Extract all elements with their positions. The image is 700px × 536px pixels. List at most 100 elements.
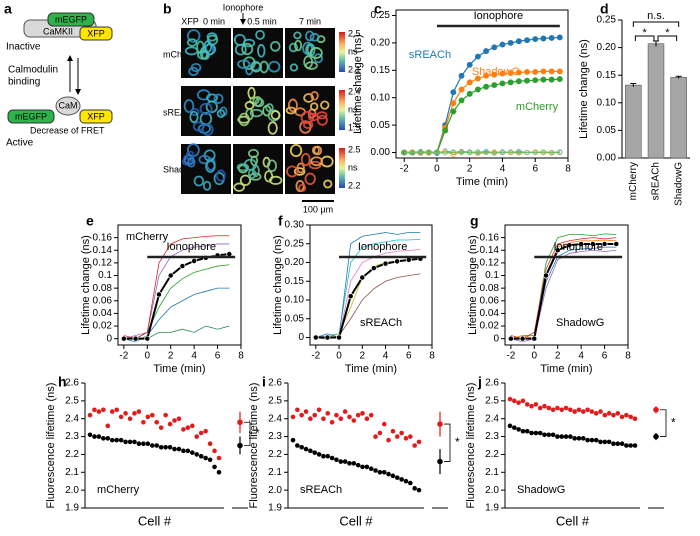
series-line [123,235,230,340]
cell-image [247,148,259,159]
data-point [127,416,133,422]
y-tick-label: 0.08 [93,283,113,294]
data-point [507,79,514,86]
data-point [156,291,162,298]
y-tick-label: 0.14 [93,245,113,256]
y-tick-label: 0.12 [93,258,113,269]
data-point [216,469,222,475]
y-tick-label: 0.05 [597,125,617,136]
y-tick-label: 0.02 [480,321,500,332]
y-tick-label: 2.1 [65,467,79,478]
data-point [628,414,633,420]
data-point [499,41,506,48]
data-point [474,75,481,82]
data-point [615,441,621,447]
data-point [585,407,590,413]
data-point [507,423,513,429]
state-label: Active [6,138,34,149]
data-point [403,436,409,441]
panel-label: i [262,374,266,390]
data-point [312,450,318,455]
data-point [550,432,556,438]
data-point [179,263,186,270]
acceptor-shape [79,109,113,124]
x-tick-label: -2 [311,351,320,362]
data-point [181,448,186,454]
y-tick-label: 0.02 [93,321,113,332]
y-tick-label: 2.5 [485,395,499,406]
calmodulin-label: CaM [58,100,77,110]
significance-label: n.s. [647,10,665,22]
cell-image [265,103,274,113]
data-point [483,72,490,79]
panel-label: c [374,1,382,17]
data-point [316,407,322,413]
data-point [555,405,560,411]
data-point [568,434,573,439]
data-point [324,334,331,341]
x-tick-label: 0 [145,351,151,362]
data-point [149,443,155,448]
data-point [185,448,191,454]
data-point [145,441,151,447]
y-tick-label: 0.10 [285,295,305,306]
data-point [203,455,208,461]
data-point [572,409,577,414]
data-point [593,437,599,443]
cell-image [255,29,265,40]
data-point [515,69,522,76]
data-point [303,446,309,452]
y-tick-label: 0.04 [480,308,500,319]
data-point [355,412,361,418]
y-tick-label: 0.12 [480,258,500,269]
significance-bracket [657,35,678,41]
data-point [163,412,168,418]
data-point [144,335,151,342]
y-tick-label: 0 [106,333,112,344]
y-axis-label: Fluorescence lifetime (ns) [45,383,57,509]
data-point [602,412,608,418]
cell-image [270,40,281,52]
y-tick-label: 0.04 [93,308,113,319]
data-point [399,430,404,436]
x-axis-label: Time (min) [540,363,592,375]
cell-image [298,183,307,192]
panel-label: j [477,374,482,390]
data-point [359,274,366,281]
panel-text: ShadowG [556,317,604,329]
y-tick-label: 0.05 [285,313,305,324]
data-point [550,407,556,413]
series-line [404,151,560,154]
significance-bracket [660,409,667,437]
data-point [325,453,331,459]
data-point [458,72,465,79]
data-point [158,444,164,450]
y-tick-label: 2.3 [485,431,499,442]
cell-image [192,121,205,132]
data-point [520,428,526,434]
data-point [163,444,168,450]
data-point [334,412,339,418]
cell-image [245,108,254,121]
x-tick-label: sREACh [651,162,662,200]
data-point [390,428,396,434]
y-axis-label: Lifetime change (ns) [578,39,590,139]
data-point [576,407,582,413]
data-point [316,452,322,457]
time-label: 0.5 min [247,16,277,26]
data-point [450,149,456,155]
y-axis-label: Lifetime change (ns) [352,34,364,134]
colorbar-label: 2.5 [348,144,361,154]
data-point [450,100,457,107]
data-point [109,437,115,443]
x-axis-label: Time (min) [456,176,508,188]
data-point [325,411,331,416]
cell-image [300,110,315,125]
cell-image [288,42,299,53]
donor-shape [7,109,55,124]
data-point [342,409,348,414]
x-axis-label: Time (min) [345,363,397,375]
data-point [542,403,547,409]
data-point [136,409,142,414]
data-point [105,436,111,441]
